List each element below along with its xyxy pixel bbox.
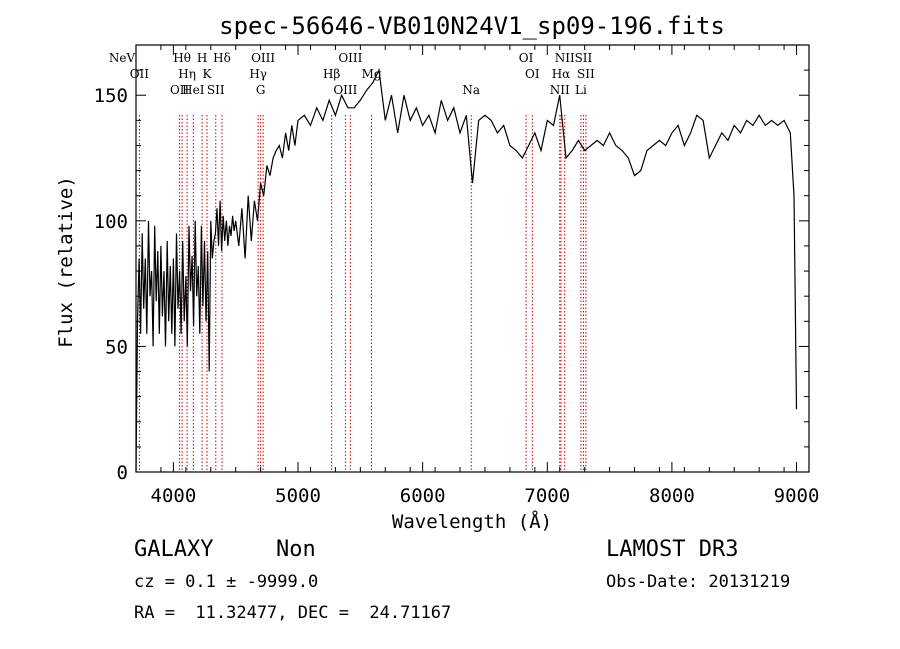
line-label: HeI [182, 83, 205, 97]
line-label: SII [577, 67, 595, 81]
line-label: H [197, 51, 207, 65]
coordinates: RA = 11.32477, DEC = 24.71167 [134, 603, 452, 623]
y-axis: 0 50 100 150 [94, 69, 809, 484]
y-tick-label: 50 [105, 336, 128, 358]
x-tick-label: 7000 [524, 485, 570, 507]
line-label: OIII [251, 51, 275, 65]
x-axis: 4000 5000 6000 7000 8000 9000 [135, 45, 820, 507]
y-axis-label: Flux (relative) [55, 176, 77, 348]
x-axis-label: Wavelength (Å) [392, 510, 552, 533]
object-class: GALAXY [134, 537, 214, 562]
line-label: OII [170, 83, 190, 97]
redshift-cz: cz = 0.1 ± -9999.0 [134, 572, 319, 592]
line-label: SII [575, 51, 593, 65]
line-label: Hβ [323, 67, 340, 81]
x-tick-label: 8000 [649, 485, 695, 507]
y-tick-label: 100 [94, 211, 128, 233]
plot-frame [135, 44, 810, 473]
line-label: Hα [552, 67, 571, 81]
line-label: Na [462, 83, 480, 97]
line-label: G [256, 83, 266, 97]
line-label: OII [130, 67, 150, 81]
line-label: Hδ [213, 51, 231, 65]
line-label: OI [519, 51, 534, 65]
line-label: NII [550, 83, 570, 97]
line-label: Hθ [173, 51, 191, 65]
spectrum-line [135, 68, 798, 473]
line-label: NeV [109, 51, 136, 65]
line-label: OIII [338, 51, 362, 65]
line-label: OIII [333, 83, 357, 97]
line-label: NII [555, 51, 575, 65]
line-label: OI [525, 67, 540, 81]
line-label: Hη [178, 67, 196, 81]
x-tick-label: 6000 [400, 485, 446, 507]
chart-title: spec-56646-VB010N24V1_sp09-196.fits [219, 12, 725, 40]
line-label: K [203, 67, 213, 81]
y-tick-label: 150 [94, 85, 128, 107]
object-subclass: Non [276, 537, 316, 562]
y-tick-label: 0 [117, 462, 128, 484]
line-label: Mg [362, 67, 382, 81]
x-tick-label: 4000 [151, 485, 197, 507]
spectral-line-markers [138, 115, 587, 472]
observation-date: Obs-Date: 20131219 [606, 572, 791, 592]
line-label: Li [575, 83, 587, 97]
x-tick-label: 9000 [774, 485, 820, 507]
line-label: Hγ [249, 67, 267, 81]
spectral-line-labels: NeV OII OII Hθ Hη HeI HK SII Hδ Hγ G OIII Hβ OIII OIII… [109, 51, 595, 97]
x-tick-label: 5000 [275, 485, 321, 507]
survey-name: LAMOST DR3 [606, 537, 739, 562]
line-label: SII [207, 83, 225, 97]
